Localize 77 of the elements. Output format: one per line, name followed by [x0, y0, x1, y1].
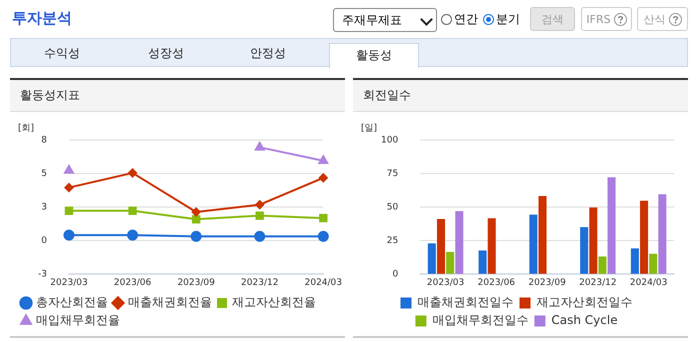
- text: 안정성: [249, 45, 287, 62]
- point: [254, 142, 265, 151]
- y-tick-label: 25: [386, 236, 398, 246]
- text: 투자분석: [12, 9, 72, 28]
- x-tick-label: 2023/03: [426, 278, 464, 288]
- bar: [488, 218, 496, 274]
- bar: [589, 208, 598, 274]
- point: [192, 215, 200, 224]
- point: [128, 206, 137, 215]
- bar: [455, 211, 464, 274]
- legend-label: 매출채권회전율: [128, 295, 212, 310]
- bar: [428, 243, 436, 274]
- y-tick-label: 0: [41, 236, 48, 246]
- text: 주재무제표: [342, 13, 402, 27]
- bar: [598, 256, 606, 274]
- x-tick-label: 2024/03: [630, 278, 668, 288]
- point: [64, 165, 74, 174]
- text: 분기: [496, 11, 520, 28]
- point: [254, 230, 266, 242]
- text: 활동성: [329, 43, 419, 68]
- bar: [658, 194, 666, 274]
- legend-label: 총자산회전율: [36, 295, 108, 310]
- legend-label: 재고자산회전일수: [536, 295, 632, 310]
- point: [256, 211, 264, 220]
- y-tick-label: 5: [41, 168, 47, 179]
- point: [255, 200, 264, 210]
- point: [192, 207, 201, 216]
- legend-label: 매입채무회전율: [36, 313, 120, 328]
- x-tick-label: 2024/03: [304, 278, 342, 288]
- x-tick-label: 2023/12: [241, 278, 278, 288]
- x-tick-label: 2023/06: [478, 278, 516, 288]
- text: 수익성: [43, 45, 81, 62]
- y-axis-title: [일]: [361, 123, 378, 134]
- text: 연간: [454, 11, 478, 28]
- point: [128, 168, 138, 178]
- bar: [478, 250, 487, 274]
- point: [63, 230, 74, 241]
- bar: [630, 248, 639, 274]
- text: 산식: [644, 12, 666, 26]
- y-tick-label: 8: [41, 135, 48, 146]
- text: 성장성: [147, 45, 185, 62]
- point: [190, 230, 202, 242]
- bar: [608, 177, 616, 274]
- text: IFRS: [586, 12, 611, 26]
- bar: [538, 196, 547, 274]
- y-tick-label: 3: [41, 202, 47, 212]
- x-tick-label: 2023/09: [177, 278, 216, 288]
- x-tick-label: 2023/09: [528, 278, 566, 288]
- bar: [640, 200, 648, 274]
- point: [64, 183, 74, 192]
- chart-title: 활동성지표: [10, 80, 345, 112]
- point: [127, 230, 138, 241]
- y-axis-title: [회]: [18, 123, 34, 134]
- bar: [649, 254, 658, 274]
- point: [318, 173, 328, 182]
- y-tick-label: 75: [386, 168, 398, 179]
- x-tick-label: 2023/12: [579, 278, 617, 288]
- point: [318, 155, 328, 164]
- y-tick-label: 0: [392, 270, 398, 280]
- bar: [436, 219, 446, 274]
- y-tick-label: -3: [38, 270, 47, 280]
- point: [319, 214, 328, 222]
- legend-label: 매출채권회전일수: [418, 295, 514, 310]
- x-tick-label: 2023/03: [50, 278, 88, 288]
- y-tick-label: 100: [380, 135, 398, 146]
- point: [318, 230, 329, 242]
- x-tick-label: 2023/06: [114, 278, 152, 288]
- y-tick-label: 50: [386, 202, 398, 212]
- bar: [446, 252, 454, 274]
- point: [64, 206, 74, 215]
- legend-label: 매입채무회전일수: [432, 313, 528, 328]
- legend-label: 재고자산회전율: [232, 295, 316, 310]
- legend-label: Cash Cycle: [551, 313, 618, 328]
- bar: [580, 227, 588, 274]
- text: 검색: [542, 12, 564, 26]
- chart-title: 회전일수: [353, 80, 688, 112]
- bar: [529, 214, 538, 274]
